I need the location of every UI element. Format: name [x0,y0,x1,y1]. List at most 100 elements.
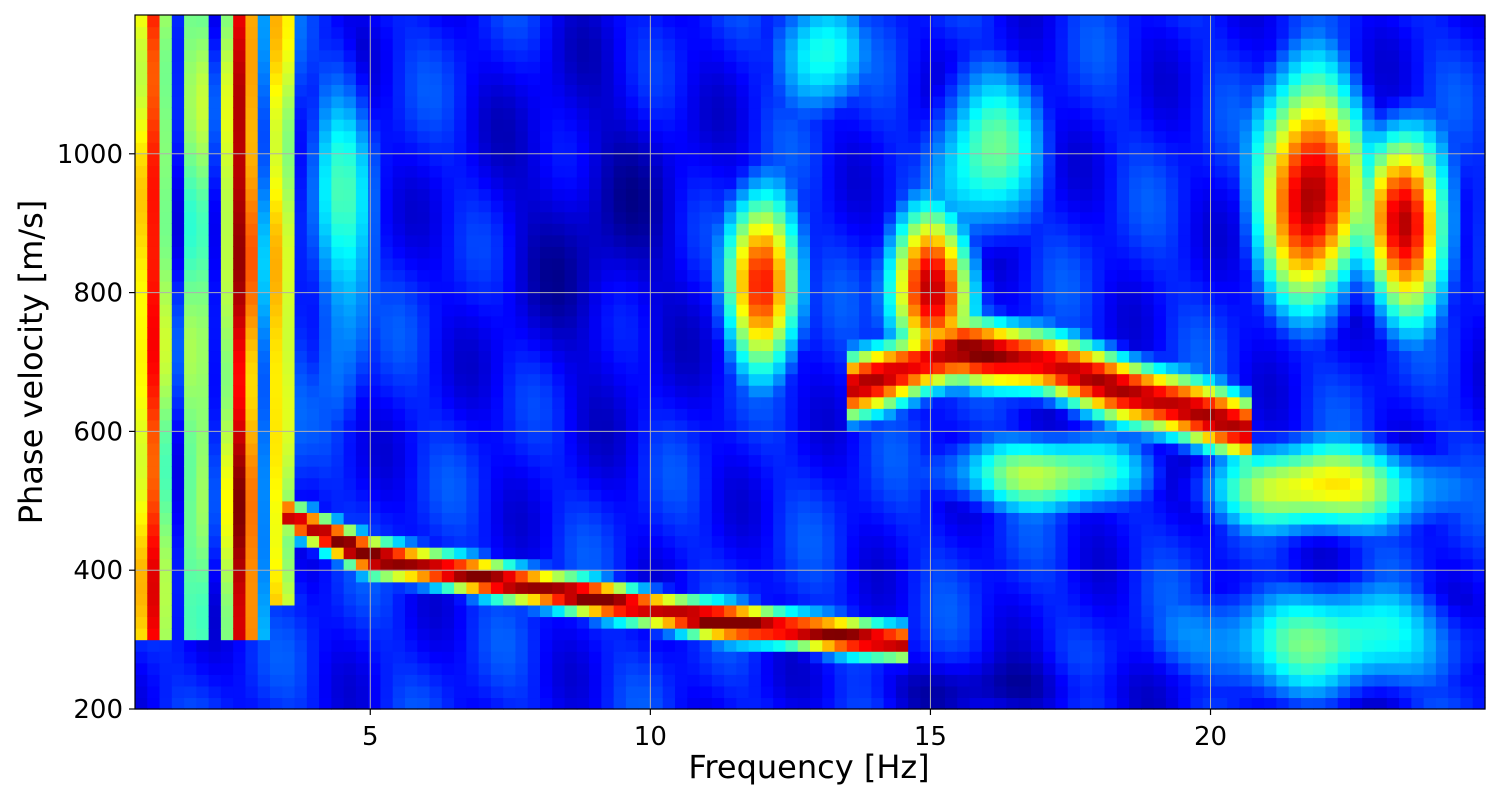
heatmap-cell [270,362,283,375]
heatmap-cell [466,466,480,479]
heatmap-cell [1006,593,1020,606]
heatmap-cell [1104,84,1118,97]
heatmap-cell [282,119,296,132]
heatmap-cell [576,338,590,352]
heatmap-cell [171,500,185,513]
heatmap-cell [147,535,161,548]
heatmap-cell [257,304,271,317]
heatmap-cell [675,408,688,421]
heatmap-cell [895,315,909,328]
heatmap-cell [859,442,872,456]
heatmap-cell [1018,304,1032,317]
heatmap-cell [711,281,725,294]
heatmap-cell [920,165,934,178]
heatmap-cell [883,61,897,74]
heatmap-cell [171,651,185,664]
heatmap-cell [883,558,897,571]
heatmap-cell [270,61,283,74]
heatmap-cell [662,281,676,294]
heatmap-cell [257,674,271,687]
heatmap-cell [699,257,713,271]
heatmap-cell [184,281,197,294]
heatmap-cell [306,281,320,294]
heatmap-cell [220,119,234,132]
heatmap-cell [1129,616,1142,629]
heatmap-cell [184,570,197,583]
heatmap-cell [760,408,774,421]
heatmap-cell [245,119,259,132]
heatmap-cell [810,61,823,74]
heatmap-cell [859,269,872,282]
heatmap-cell [724,350,737,363]
heatmap-cell [687,489,701,502]
heatmap-cell [355,373,369,386]
heatmap-cell [220,49,234,62]
heatmap-cell [773,396,787,409]
heatmap-cell [1092,489,1106,502]
heatmap-cell [994,662,1007,675]
heatmap-cell [1018,49,1032,62]
heatmap-cell [760,442,774,456]
heatmap-cell [503,269,517,282]
heatmap-cell [957,84,971,97]
heatmap-cell [994,200,1007,213]
heatmap-cell [1018,558,1032,571]
heatmap-cell [932,431,946,444]
heatmap-cell [1104,338,1118,352]
heatmap-cell [294,454,308,467]
heatmap-cell [331,234,345,247]
heatmap-cell [490,350,504,363]
heatmap-cell [355,616,369,629]
heatmap-cell [920,431,934,444]
heatmap-cell [355,26,369,39]
heatmap-cell [564,315,578,328]
heatmap-cell [859,281,872,294]
heatmap-cell [589,685,602,699]
heatmap-cell [1104,38,1118,51]
heatmap-cell [957,662,971,675]
heatmap-cell [1055,512,1069,525]
heatmap-cell [1018,651,1032,664]
heatmap-cell [932,628,946,641]
heatmap-cell [908,570,922,583]
heatmap-cell [368,396,382,409]
heatmap-cell [1092,200,1106,213]
heatmap-cell [699,84,713,97]
heatmap-cell [724,119,737,132]
heatmap-cell [270,547,283,560]
heatmap-cell [699,477,713,490]
heatmap-cell [233,454,247,467]
heatmap-cell [760,477,774,490]
heatmap-cell [1030,107,1044,120]
heatmap-cell [945,188,958,201]
heatmap-cell [736,269,750,282]
heatmap-cell [306,651,320,664]
heatmap-cell [810,419,823,432]
heatmap-cell [196,639,210,652]
heatmap-cell [846,662,860,675]
heatmap-cell [1043,338,1057,352]
heatmap-cell [417,95,431,109]
heatmap-cell [920,581,934,594]
heatmap-cell [208,639,222,652]
heatmap-cell [564,72,578,85]
heatmap-cell [736,26,750,39]
heatmap-cell [932,107,946,120]
heatmap-cell [454,419,467,432]
heatmap-cell [380,95,394,109]
heatmap-cell [883,142,897,155]
heatmap-cell [883,292,897,305]
heatmap-cell [552,570,566,583]
heatmap-cell [282,651,296,664]
heatmap-cell [908,107,922,120]
heatmap-cell [675,512,688,525]
heatmap-cell [883,49,897,62]
heatmap-cell [736,593,750,606]
heatmap-cell [294,61,308,74]
heatmap-cell [687,523,701,537]
heatmap-cell [147,142,161,155]
heatmap-cell [1043,211,1057,224]
heatmap-cell [797,697,811,710]
heatmap-cell [859,535,872,548]
heatmap-cell [736,570,750,583]
